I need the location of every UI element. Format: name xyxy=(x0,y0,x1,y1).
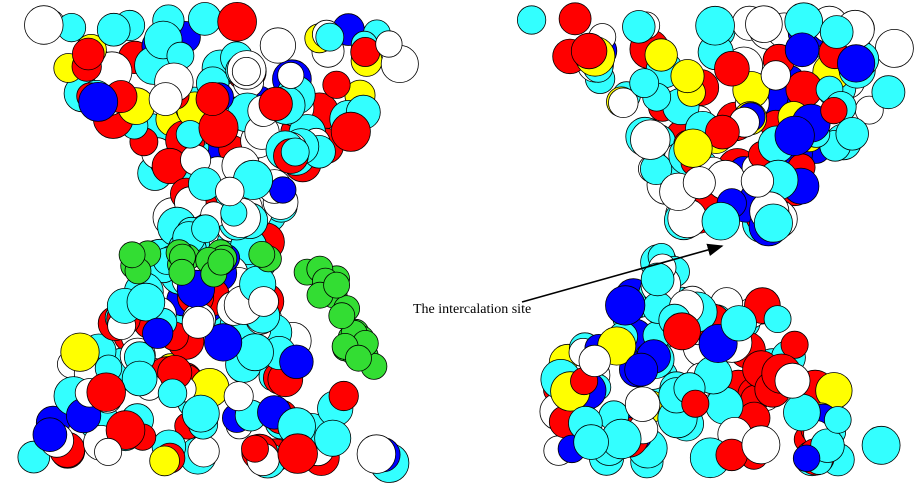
atom xyxy=(196,82,229,115)
atom xyxy=(702,202,740,240)
atom xyxy=(574,425,609,460)
atom xyxy=(323,71,350,98)
atom xyxy=(775,116,814,155)
atom xyxy=(623,11,656,44)
atom xyxy=(182,307,214,339)
atom xyxy=(824,407,851,434)
atom xyxy=(127,283,165,321)
atom xyxy=(357,435,396,474)
atom xyxy=(742,426,780,464)
atom xyxy=(329,381,358,410)
atom xyxy=(208,249,234,275)
atom xyxy=(218,2,257,41)
atom xyxy=(224,382,253,411)
atom xyxy=(754,204,792,242)
atom xyxy=(346,345,372,371)
atom xyxy=(820,16,853,49)
atom xyxy=(571,33,607,69)
atom xyxy=(270,177,296,203)
atom xyxy=(645,39,677,71)
atom xyxy=(872,76,905,109)
atom xyxy=(119,242,145,268)
atom xyxy=(606,286,645,325)
atom xyxy=(559,3,591,35)
atom xyxy=(79,82,118,121)
atom xyxy=(785,33,819,67)
atom xyxy=(259,87,292,120)
atom xyxy=(721,306,756,341)
atom xyxy=(875,29,913,67)
atom xyxy=(821,97,847,123)
atom xyxy=(631,120,671,160)
atom xyxy=(188,3,221,36)
atom xyxy=(746,6,783,43)
atom xyxy=(837,45,874,82)
atom xyxy=(188,436,219,467)
atom xyxy=(696,6,735,45)
atom xyxy=(260,28,295,63)
stereo-figure: The intercalation site xyxy=(0,0,919,490)
atom xyxy=(316,23,344,51)
atom xyxy=(793,445,820,472)
page: The intercalation site (() => { const da… xyxy=(0,0,919,490)
atom xyxy=(249,241,275,267)
atom xyxy=(280,345,314,379)
atom xyxy=(764,306,791,333)
atom xyxy=(281,138,309,166)
atom xyxy=(61,333,99,371)
atom xyxy=(376,31,402,57)
atom xyxy=(715,51,750,86)
atom xyxy=(630,69,659,98)
atom xyxy=(169,259,195,285)
atom xyxy=(232,57,260,85)
atom xyxy=(95,438,122,465)
atom xyxy=(671,60,704,93)
atom xyxy=(315,420,351,456)
atom xyxy=(216,177,245,206)
atom xyxy=(278,62,304,88)
atom xyxy=(143,318,173,348)
atom xyxy=(149,83,182,116)
atom xyxy=(150,446,180,476)
atom xyxy=(33,418,67,452)
annotation-label: The intercalation site xyxy=(413,302,531,317)
atom xyxy=(836,118,869,151)
atom xyxy=(862,426,900,464)
atom xyxy=(122,361,157,396)
atom xyxy=(625,353,658,386)
atom xyxy=(664,313,701,350)
atom xyxy=(97,13,130,46)
atom xyxy=(324,272,350,298)
atom xyxy=(25,6,64,45)
atom xyxy=(87,373,126,412)
atom xyxy=(242,435,269,462)
atom xyxy=(72,38,104,70)
atom xyxy=(158,379,187,408)
atom xyxy=(249,287,279,317)
atom xyxy=(192,215,220,243)
atom xyxy=(784,394,821,431)
atom xyxy=(761,61,790,90)
atom xyxy=(625,387,660,422)
atom xyxy=(329,303,355,329)
atom xyxy=(579,345,610,376)
atom xyxy=(674,129,712,167)
atom xyxy=(741,165,773,197)
atom xyxy=(682,390,709,417)
atom xyxy=(278,434,318,474)
atom xyxy=(775,363,810,398)
atom xyxy=(237,334,274,371)
atom xyxy=(683,167,715,199)
atom xyxy=(517,6,545,34)
atom xyxy=(331,112,370,151)
atom xyxy=(182,395,219,432)
